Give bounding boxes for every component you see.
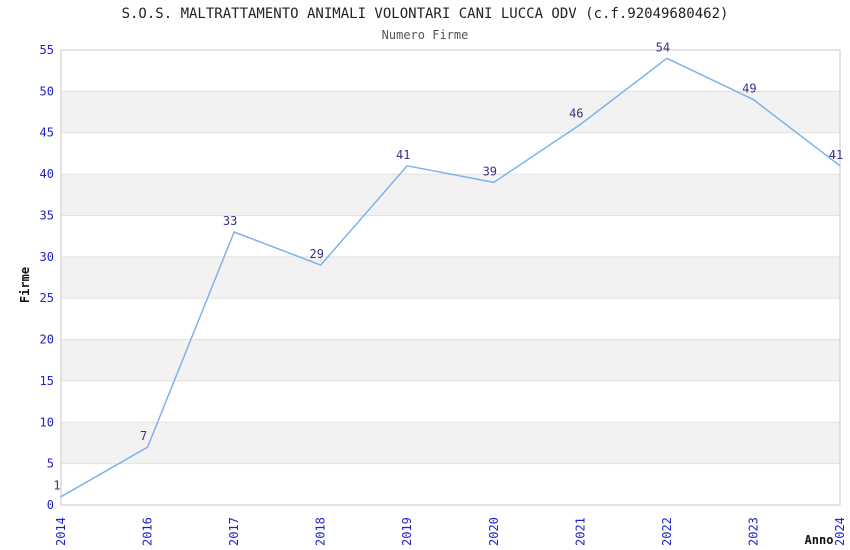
x-tick-label: 2017 [227,517,241,546]
x-tick-label: 2023 [746,517,760,546]
data-point-label: 7 [140,429,147,443]
y-tick-label: 50 [40,84,54,98]
data-point-label: 54 [656,40,670,54]
plot-band [61,256,840,299]
data-point-label: 29 [309,247,323,261]
data-point-label: 49 [742,82,756,96]
plot-band [61,339,840,381]
data-point-label: 41 [829,148,843,162]
plot-band [61,174,840,216]
y-tick-label: 15 [40,374,54,388]
y-tick-label: 35 [40,208,54,222]
data-line [60,57,841,498]
y-tick-label: 55 [40,43,54,57]
chart-title: S.O.S. MALTRATTAMENTO ANIMALI VOLONTARI … [121,6,729,22]
y-tick-label: 0 [47,498,54,512]
y-tick-label: 40 [40,167,54,181]
x-tick-label: 2014 [54,517,68,546]
plot-band [61,422,840,464]
x-tick-label: 2022 [660,517,674,546]
data-point-label: 33 [223,214,237,228]
data-point-label: 41 [396,148,410,162]
x-tick-label: 2019 [400,517,414,546]
data-point-label: 1 [53,479,60,493]
y-tick-label: 5 [47,457,54,471]
y-tick-label: 20 [40,333,54,347]
y-tick-label: 30 [40,250,54,264]
plot-border [60,49,841,506]
x-axis-title: Anno [804,533,834,547]
y-tick-label: 25 [40,291,54,305]
x-tick-label: 2020 [487,517,501,546]
data-point-label: 46 [569,107,583,121]
y-tick-label: 45 [40,126,54,140]
y-tick-label: 10 [40,415,54,429]
x-tick-label: 2018 [314,517,328,546]
x-tick-label: 2016 [141,517,155,546]
data-point-label: 39 [483,164,497,178]
x-tick-label: 2021 [573,517,587,546]
x-tick-label: 2024 [833,517,847,546]
chart-subtitle: Numero Firme [381,28,469,42]
plot-band [61,91,840,133]
